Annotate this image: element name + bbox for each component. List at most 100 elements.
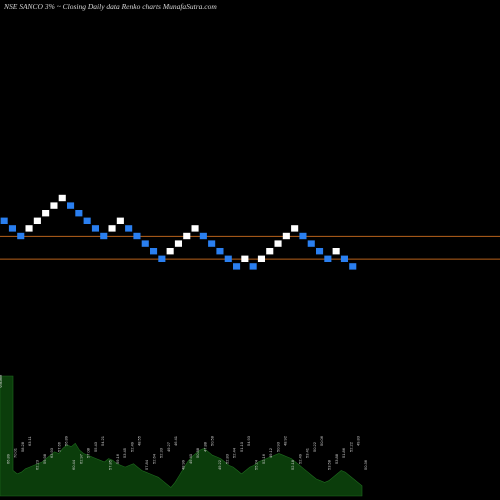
chart-title: NSE SANCO 3% ~ Closing Daily data Renko … (3, 2, 217, 11)
volume-label: 70.01 (13, 447, 18, 458)
renko-brick-down (0, 217, 8, 224)
volume-label: 52.18 (290, 459, 295, 470)
volume-label: 52.22 (348, 441, 353, 452)
volume-label: 60.44 (71, 459, 76, 470)
volume-label: 52.49 (297, 453, 302, 464)
renko-brick-down (158, 255, 166, 262)
renko-brick-down (324, 255, 332, 262)
renko-brick-down (349, 263, 357, 270)
renko-brick-up (257, 255, 265, 262)
renko-brick-down (208, 240, 216, 247)
reference-lines (0, 235, 500, 260)
renko-brick-up (174, 240, 182, 247)
volume-label: 52.83 (224, 453, 229, 464)
renko-brick-down (233, 263, 241, 270)
renko-brick-up (266, 248, 274, 255)
volume-label: 53.58 (327, 459, 332, 470)
renko-brick-down (216, 248, 224, 255)
renko-brick-down (75, 210, 83, 217)
volume-label: 66.89 (5, 453, 10, 464)
volume-area (0, 375, 363, 497)
renko-brick-up (274, 240, 282, 247)
renko-brick-up (241, 255, 249, 262)
volume-label: 50.22 (312, 441, 317, 452)
volume-label: 52.64 (151, 453, 156, 464)
volume-label: 57.08 (86, 447, 91, 458)
renko-brick-up (108, 225, 116, 232)
volume-label: 63.11 (27, 436, 32, 446)
volume-label: 59.16 (115, 453, 120, 464)
renko-brick-up (42, 210, 50, 217)
volume-label: 49.12 (268, 447, 273, 458)
volume-label: 57.84 (144, 459, 149, 470)
volume-label: 48.55 (137, 435, 142, 446)
renko-brick-down (316, 248, 324, 255)
volume-label: 57.66 (56, 441, 61, 452)
volume-label: 54.93 (246, 435, 251, 446)
volume-label: 46.41 (173, 435, 178, 446)
volume-label: 53.88 (334, 453, 339, 464)
volume-label: 52.33 (159, 447, 164, 458)
renko-brick-down (100, 232, 108, 240)
renko-brick-down (133, 232, 141, 240)
renko-brick-up (332, 248, 340, 255)
renko-brick-up (183, 232, 191, 240)
volume-label: 53.41 (305, 447, 310, 458)
volume-label: 48.99 (181, 459, 186, 470)
volume-label: 52.16 (261, 453, 266, 464)
volume-label: 62.23 (35, 459, 40, 470)
renko-brick-down (340, 255, 348, 262)
volume-label: 51.86 (341, 447, 346, 458)
renko-brick-up (291, 225, 299, 232)
renko-brick-down (83, 217, 91, 224)
volume-label: 55.43 (93, 441, 98, 452)
volume-label: 59.98 (42, 453, 47, 464)
renko-brick-up (116, 217, 124, 224)
volume-label: 49.22 (217, 459, 222, 470)
volume-label: 50.06 (319, 435, 324, 446)
volume-label: 49.40 (188, 453, 193, 464)
volume-label: 52.49 (129, 441, 134, 452)
renko-brick-down (249, 263, 257, 270)
renko-brick-down (299, 232, 307, 240)
renko-brick-up (282, 232, 290, 240)
volume-label: 50.93 (275, 441, 280, 452)
volume-label: 47.88 (202, 441, 207, 452)
volume-label: 52.44 (232, 447, 237, 458)
volume-label: 62.97 (78, 453, 83, 464)
volume-label: 58.28 (20, 441, 25, 452)
renko-brick-down (307, 240, 315, 247)
renko-brick-down (8, 225, 16, 232)
renko-brick-down (199, 232, 207, 240)
volume-label: 63.93 (49, 447, 54, 458)
volume-label: 48.92 (283, 435, 288, 446)
volume-label: 56.89 (64, 435, 69, 446)
volume-label: 53.45 (122, 447, 127, 458)
volume-label: 50.58 (210, 435, 215, 446)
renko-brick-down (125, 225, 133, 232)
renko-brick-up (25, 225, 33, 232)
volume-label: 49.27 (166, 441, 171, 452)
renko-brick-up (191, 225, 199, 232)
renko-bricks (0, 194, 357, 270)
renko-brick-down (224, 255, 232, 262)
volume-label: Volume (0, 374, 3, 388)
renko-brick-up (58, 194, 66, 202)
renko-brick-up (33, 217, 41, 224)
volume-label: 51.10 (239, 441, 244, 452)
renko-brick-down (150, 248, 158, 255)
volume-label: 50.88 (195, 447, 200, 458)
volume-label: 49.83 (356, 435, 361, 446)
volume-label: 57.85 (108, 459, 113, 470)
renko-brick-up (166, 248, 174, 255)
renko-brick-down (17, 232, 25, 240)
volume-label: 55.24 (254, 459, 259, 470)
renko-brick-down (141, 240, 149, 247)
volume-label: 54.21 (100, 435, 105, 446)
renko-brick-down (91, 225, 99, 232)
renko-brick-down (67, 202, 75, 209)
renko-brick-up (50, 202, 58, 209)
